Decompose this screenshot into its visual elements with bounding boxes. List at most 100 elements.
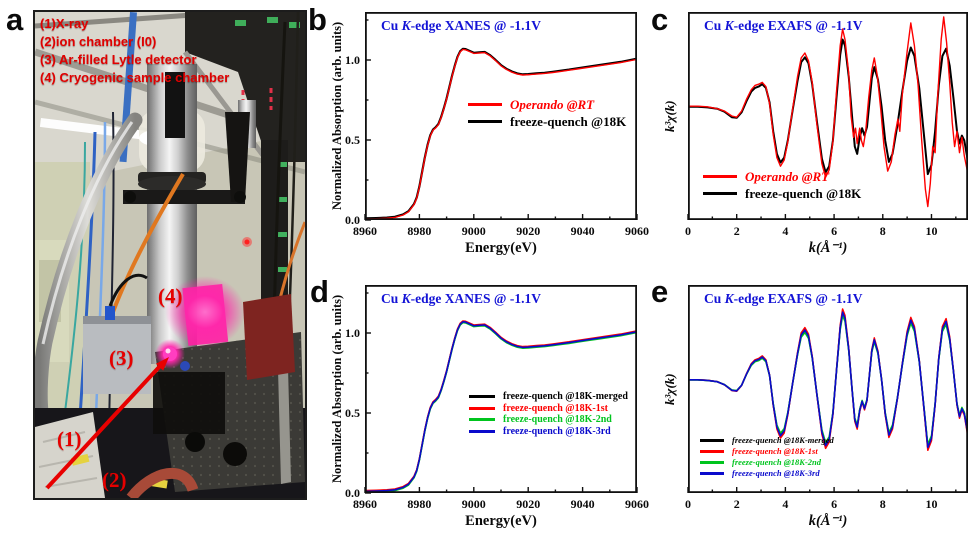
legend-label: freeze-quench @18K [745, 186, 862, 201]
x-tick-label: 8 [880, 497, 886, 511]
y-tick-label: 0.5 [345, 133, 360, 147]
legend-line-swatch [469, 429, 495, 433]
legend-line-swatch [703, 192, 737, 195]
x-axis-label-d: Energy(eV) [465, 513, 537, 529]
legend-entry: freeze-quench @18K-merged [700, 435, 834, 446]
beamline-photo-illustration [35, 12, 305, 498]
legend-label: freeze-quench @18K-3rd [503, 425, 611, 437]
x-tick-label: 4 [782, 224, 788, 238]
x-tick-label: 8980 [407, 224, 431, 238]
legend-entry: Operando @RT [703, 168, 861, 185]
legend-line-swatch [468, 103, 502, 106]
series-freeze-quench-18k-3rd [365, 320, 637, 493]
optical-table [35, 294, 305, 498]
plot-title-b: Cu K-edge XANES @ -1.1V [381, 18, 541, 33]
y-tick-label: 0.0 [345, 486, 360, 500]
x-tick-label: 2 [734, 497, 740, 511]
y-axis-label-c: k³χ(k) [662, 100, 677, 132]
legend-line-swatch [469, 418, 495, 422]
legend-line-swatch [700, 439, 724, 442]
panel-letter-c: c [651, 2, 669, 37]
legend-line-swatch [468, 120, 502, 123]
legend-d: freeze-quench @18K-merged freeze-quench @… [469, 391, 628, 437]
panel-letter-b: b [308, 2, 327, 37]
y-axis-label-b: Normalized Absorption (arb. units) [330, 21, 344, 211]
xray-path-arrow [45, 357, 169, 490]
x-tick-label: 8980 [407, 497, 431, 511]
sample-pink-glow [155, 276, 245, 371]
lytle-detector-box [83, 273, 151, 394]
xanes-plot-b: Cu K-edge XANES @ -1.1V Operando @RT free… [345, 11, 649, 238]
exafs-plot-e: Cu K-edge EXAFS @ -1.1V freeze-quench @1… [685, 284, 969, 511]
legend-label: freeze-quench @18K-merged [503, 391, 628, 402]
x-tick-label: 8 [880, 224, 886, 238]
legend-entry: freeze-quench @18K [703, 185, 861, 202]
y-axis-label-d: Normalized Absorption (arb. units) [330, 294, 344, 484]
x-tick-label: 9040 [571, 497, 595, 511]
exafs-plot-c: Cu K-edge EXAFS @ -1.1V Operando @RT free… [685, 11, 969, 238]
legend-entry: freeze-quench @18K-3rd [469, 426, 628, 438]
legend-entry: freeze-quench @18K-3rd [700, 468, 834, 479]
x-tick-label: 4 [782, 497, 788, 511]
series-operando-rt [688, 16, 968, 208]
photo-annotation-list: (1)X-ray (2)ion chamber (I0) (3) Ar-fill… [40, 15, 229, 87]
x-tick-label: 2 [734, 224, 740, 238]
legend-b: Operando @RT freeze-quench @18K [468, 96, 626, 130]
legend-label: Operando @RT [745, 169, 830, 184]
x-axis-label-c: k(Å⁻¹) [808, 240, 848, 256]
legend-label: freeze-quench @18K-1st [503, 402, 608, 414]
legend-label: freeze-quench @18K-2nd [503, 414, 612, 425]
legend-label: freeze-quench @18K-1st [732, 446, 818, 456]
x-tick-label: 10 [925, 497, 937, 511]
photo-annotation: (3) Ar-filled Lytle detector [40, 52, 197, 67]
x-tick-label: 9060 [625, 497, 649, 511]
x-axis-label-e: k(Å⁻¹) [808, 513, 848, 529]
x-tick-label: 8960 [353, 497, 377, 511]
series-freeze-quench-18k-3rd [688, 311, 968, 449]
x-tick-label: 8960 [353, 224, 377, 238]
e-plot-svg: 0 2 4 6 8 10 [685, 284, 969, 511]
panel-letter-e: e [651, 274, 669, 309]
photo-annotation: (2)ion chamber (I0) [40, 34, 157, 49]
legend-entry: freeze-quench @18K [468, 113, 626, 130]
x-tick-label: 6 [831, 497, 837, 511]
y-axis-label-e: k³χ(k) [662, 373, 677, 405]
plot-title-c: Cu K-edge EXAFS @ -1.1V [704, 18, 863, 33]
panel-letter-d: d [310, 274, 329, 309]
legend-label: freeze-quench @18K-merged [732, 435, 834, 445]
x-axis-label-b: Energy(eV) [465, 240, 537, 256]
x-tick-label: 9000 [462, 224, 486, 238]
x-tick-label: 0 [685, 497, 691, 511]
legend-line-swatch [469, 406, 495, 410]
photo-annotation: (4) Cryogenic sample chamber [40, 70, 230, 85]
legend-entry: freeze-quench @18K-1st [469, 403, 628, 415]
d-plot-svg: 8960 8980 9000 9020 9040 9060 0.0 0.5 1.0 [345, 284, 649, 511]
panel-letter-a: a [6, 2, 24, 37]
y-tick-label: 1.0 [345, 326, 360, 340]
legend-entry: Operando @RT [468, 96, 626, 113]
legend-label: freeze-quench @18K-3rd [732, 468, 820, 478]
plot-title-d: Cu K-edge XANES @ -1.1V [381, 291, 541, 306]
legend-e: freeze-quench @18K-merged freeze-quench @… [700, 435, 834, 479]
legend-label: freeze-quench @18K [510, 114, 627, 129]
legend-line-swatch [469, 395, 495, 399]
x-tick-label: 9020 [516, 224, 540, 238]
plot-title-e: Cu K-edge EXAFS @ -1.1V [704, 291, 863, 306]
legend-line-swatch [700, 461, 724, 464]
beamline-photo-panel: (1)X-ray (2)ion chamber (I0) (3) Ar-fill… [33, 10, 307, 500]
x-tick-label: 9020 [516, 497, 540, 511]
series-freeze-quench-18k [688, 38, 968, 176]
flex-hose [35, 112, 185, 420]
photo-point-label-3: (3) [109, 346, 134, 370]
legend-entry: freeze-quench @18K-2nd [700, 457, 834, 468]
photo-point-label-4: (4) [158, 284, 183, 308]
x-tick-label: 9060 [625, 224, 649, 238]
legend-c: Operando @RT freeze-quench @18K [703, 168, 861, 202]
x-tick-label: 0 [685, 224, 691, 238]
x-tick-label: 9040 [571, 224, 595, 238]
legend-entry: freeze-quench @18K-2nd [469, 414, 628, 426]
y-tick-label: 1.0 [345, 53, 360, 67]
c-plot-svg: 0 2 4 6 8 10 [685, 11, 969, 238]
series-operando-rt [365, 48, 637, 220]
